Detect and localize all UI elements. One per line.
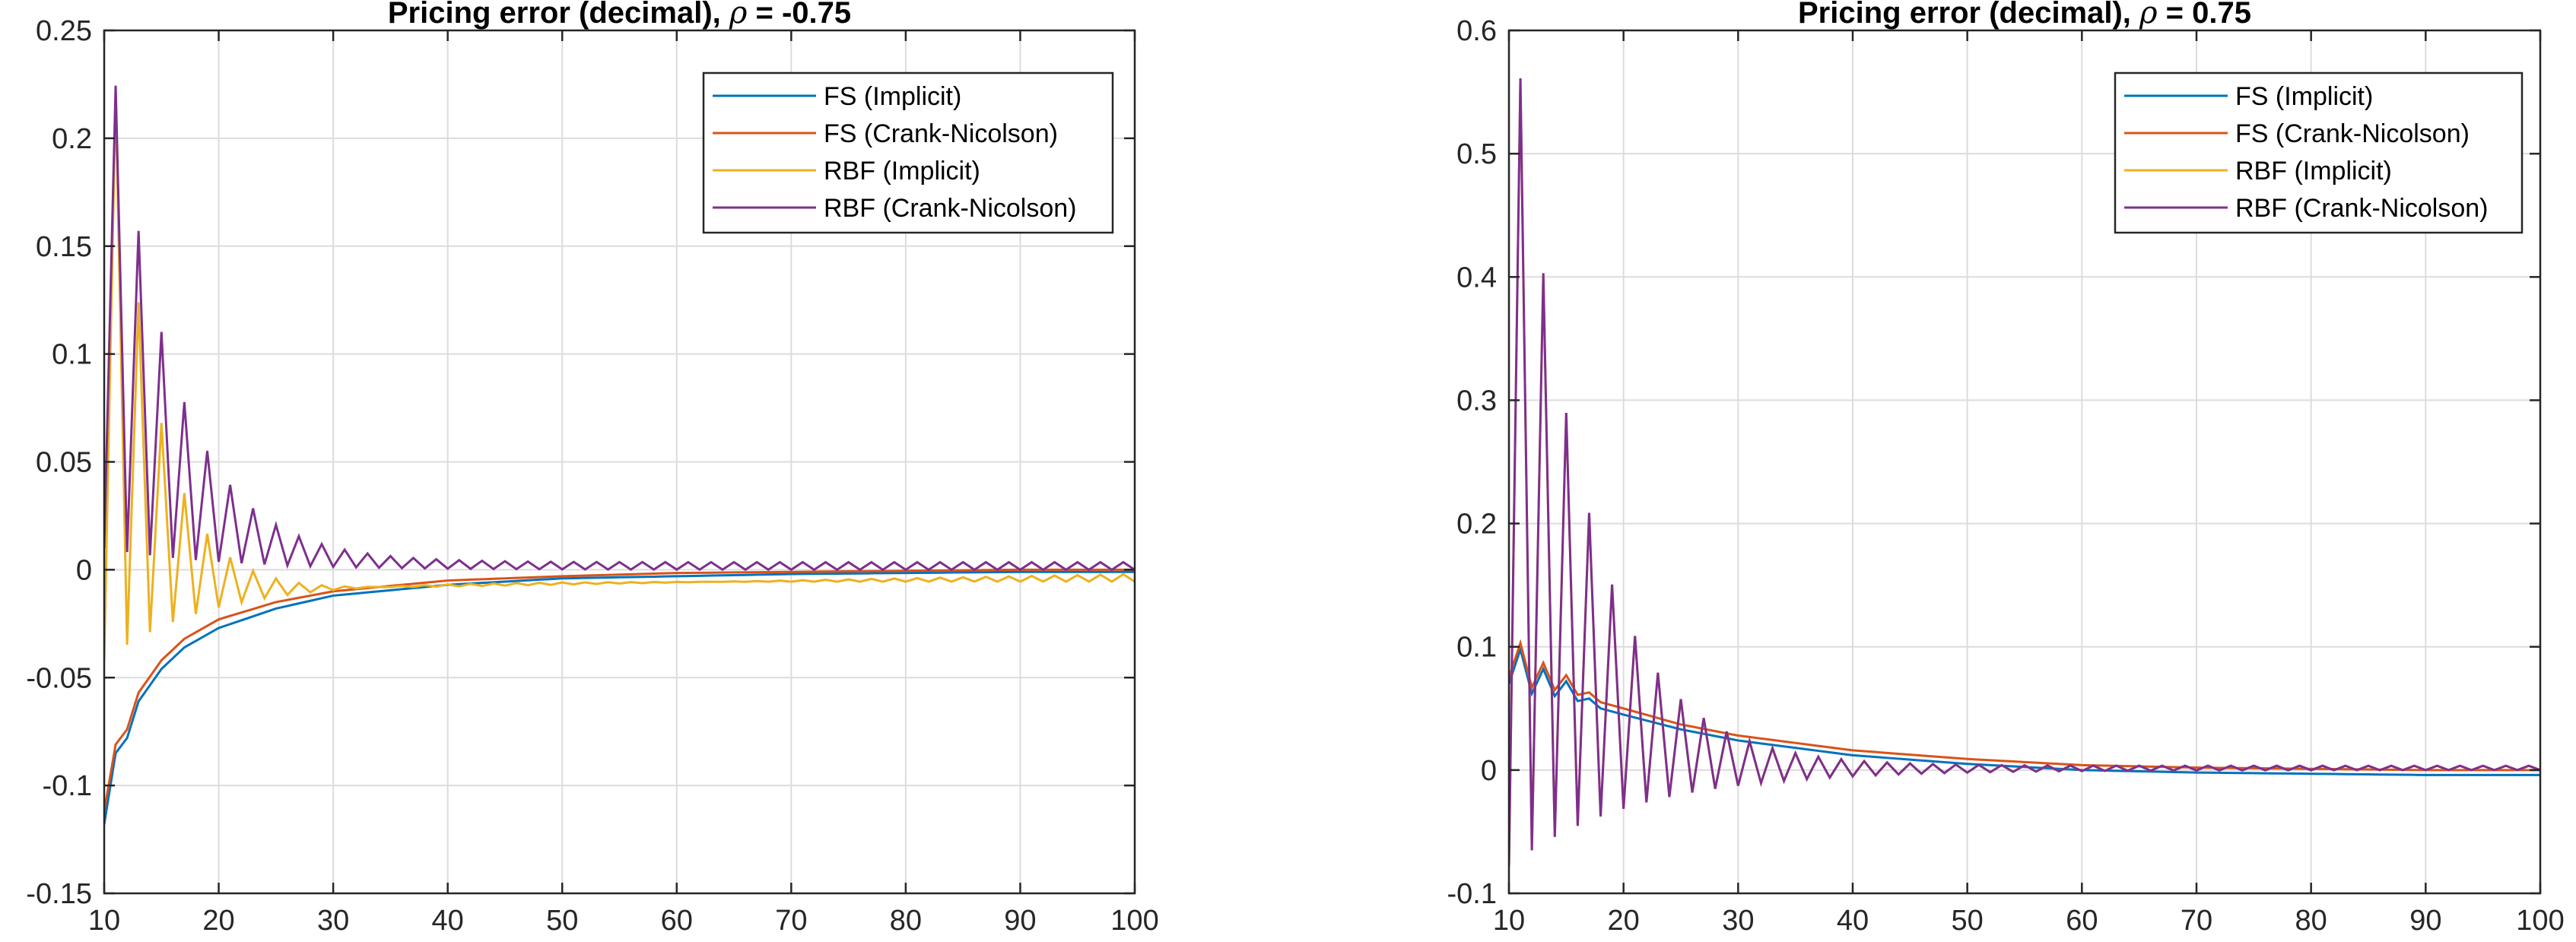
x-tick-label: 20 (202, 905, 234, 937)
x-tick-label: 60 (661, 905, 693, 937)
y-tick-label: -0.15 (26, 878, 92, 910)
y-tick-label: 0.3 (1456, 385, 1497, 417)
series-line-1 (104, 570, 1135, 825)
y-tick-label: 0.15 (36, 231, 92, 263)
legend: FS (Implicit) FS (Crank-Nicolson) RBF (Imp… (702, 71, 1114, 234)
series-line-2 (104, 568, 1135, 812)
series-line-3 (104, 94, 1135, 661)
chart-title-text: Pricing error (decimal), (388, 0, 729, 30)
legend-box (2114, 71, 2524, 234)
rho-symbol: ρ (2139, 0, 2158, 30)
y-tick-label: 0.1 (52, 339, 92, 371)
y-tick-label: 0.2 (52, 123, 92, 155)
x-tick-label: 70 (2181, 905, 2212, 937)
series-lines (104, 85, 1135, 825)
x-tick-label: 30 (317, 905, 349, 937)
y-tick-label: -0.05 (26, 662, 92, 694)
y-tick-label: 0.25 (36, 15, 92, 47)
y-tick-label: 0.1 (1456, 632, 1497, 664)
series-line-1 (1509, 645, 2540, 776)
y-tick-label: -0.1 (1447, 878, 1497, 910)
x-tick-label: 100 (1110, 905, 1158, 937)
x-tick-label: 50 (546, 905, 578, 937)
chart-title: Pricing error (decimal), ρ = 0.75 (1798, 0, 2251, 30)
x-tick-label: 90 (2409, 905, 2441, 937)
x-tick-label: 40 (1837, 905, 1869, 937)
y-tick-label: -0.1 (43, 770, 92, 802)
legend-label: FS (Crank-Nicolson) (2235, 119, 2470, 148)
series-lines (1509, 78, 2540, 867)
x-tick-label: 90 (1004, 905, 1036, 937)
legend-label: RBF (Crank-Nicolson) (824, 194, 1077, 223)
x-tick-label: 30 (1722, 905, 1754, 937)
legend-label: FS (Crank-Nicolson) (824, 119, 1058, 148)
y-tick-label: 0.6 (1456, 15, 1497, 47)
x-tick-label: 20 (1608, 905, 1640, 937)
chart-title-text: Pricing error (decimal), (1798, 0, 2139, 30)
y-tick-label: 0.2 (1456, 509, 1497, 541)
ticks: 10 20 30 40 50 60 70 80 90 100 -0.15 -0.1 -0.05 0 0.05… (26, 15, 1158, 937)
rho-symbol: ρ (729, 0, 748, 30)
chart-rho-positive: 10 20 30 40 50 60 70 80 90 100 -0.1 0 0.1 0.2 0.3 0.4 0.… (1447, 0, 2565, 937)
legend: FS (Implicit) FS (Crank-Nicolson) RBF (Imp… (2114, 71, 2524, 234)
chart-title-value: = -0.75 (747, 0, 851, 30)
series-line-2 (1509, 639, 2540, 772)
x-tick-label: 60 (2066, 905, 2098, 937)
legend-box (702, 71, 1114, 234)
y-tick-label: 0.5 (1456, 138, 1497, 170)
y-tick-label: 0 (76, 554, 92, 586)
legend-label: RBF (Implicit) (2235, 157, 2392, 186)
legend-label: RBF (Crank-Nicolson) (2235, 194, 2489, 223)
y-tick-label: 0.4 (1456, 262, 1497, 293)
x-tick-label: 70 (775, 905, 807, 937)
x-tick-label: 10 (88, 905, 120, 937)
x-tick-label: 80 (890, 905, 922, 937)
x-tick-label: 10 (1493, 905, 1525, 937)
chart-title-value: = 0.75 (2158, 0, 2251, 30)
series-line-4 (104, 85, 1135, 572)
x-tick-label: 40 (432, 905, 464, 937)
legend-label: RBF (Implicit) (824, 157, 980, 186)
axes-box (1507, 29, 2542, 895)
series-line-4 (1509, 78, 2540, 867)
chart-rho-negative: 10 20 30 40 50 60 70 80 90 100 -0.15 -0.1 -0.05 0 0.05… (26, 0, 1158, 937)
ticks: 10 20 30 40 50 60 70 80 90 100 -0.1 0 0.1 0.2 0.3 0.4 0.… (1447, 15, 2565, 937)
x-tick-label: 80 (2295, 905, 2327, 937)
legend-label: FS (Implicit) (824, 82, 961, 111)
y-tick-label: 0 (1481, 755, 1497, 787)
chart-title: Pricing error (decimal), ρ = -0.75 (388, 0, 851, 30)
y-tick-label: 0.05 (36, 447, 92, 479)
legend-label: FS (Implicit) (2235, 82, 2373, 111)
x-tick-label: 100 (2516, 905, 2564, 937)
x-tick-label: 50 (1952, 905, 1984, 937)
